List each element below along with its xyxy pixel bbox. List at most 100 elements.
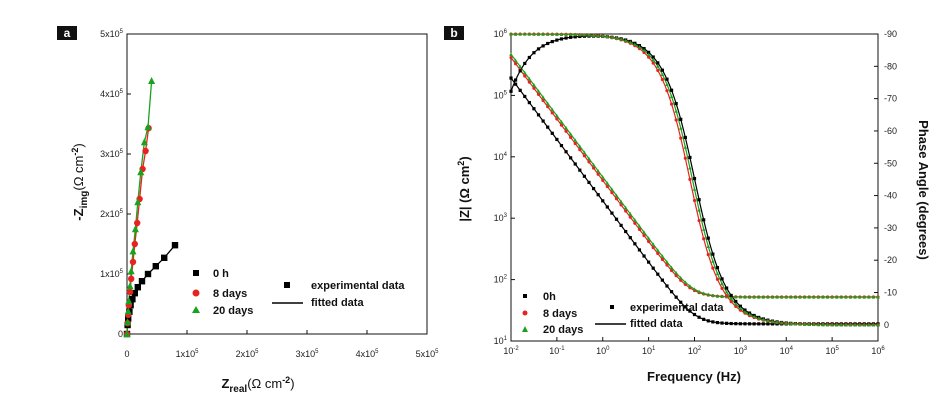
data-point bbox=[839, 295, 844, 299]
data-point bbox=[683, 305, 687, 309]
data-point bbox=[747, 295, 752, 299]
data-point bbox=[587, 160, 591, 164]
data-point bbox=[779, 295, 784, 299]
data-point bbox=[678, 275, 683, 280]
data-point bbox=[766, 322, 770, 326]
data-point bbox=[134, 284, 141, 291]
data-point bbox=[651, 57, 655, 62]
data-point bbox=[830, 322, 834, 327]
data-point bbox=[614, 217, 619, 221]
data-point bbox=[688, 165, 692, 170]
data-point bbox=[669, 88, 674, 92]
data-point bbox=[660, 257, 664, 261]
data-point bbox=[564, 150, 568, 154]
data-point bbox=[812, 295, 816, 299]
x-tick-label: 102 bbox=[688, 346, 702, 356]
data-point bbox=[582, 154, 587, 158]
data-point bbox=[131, 225, 139, 233]
data-point bbox=[752, 295, 756, 299]
data-point bbox=[683, 135, 687, 140]
data-point bbox=[569, 35, 573, 39]
y2-tick-label: -40 bbox=[884, 191, 897, 201]
y-tick-label: 105 bbox=[494, 90, 508, 100]
data-point bbox=[647, 55, 651, 59]
data-point bbox=[844, 295, 848, 299]
data-point bbox=[825, 322, 830, 327]
fit-line-0 bbox=[126, 244, 176, 335]
data-point bbox=[734, 299, 738, 304]
data-point bbox=[532, 32, 536, 36]
data-point bbox=[550, 107, 555, 112]
data-point bbox=[582, 32, 587, 37]
data-point bbox=[569, 156, 573, 160]
data-point bbox=[756, 316, 761, 320]
y-title-sub: img bbox=[79, 191, 90, 209]
x-tick-label: 103 bbox=[734, 346, 748, 356]
data-point bbox=[711, 320, 715, 324]
data-point bbox=[633, 42, 637, 46]
panel-a-x-axis-title: Zreal(Ω cm-2) bbox=[221, 375, 294, 395]
data-point bbox=[605, 184, 609, 189]
data-point bbox=[867, 322, 871, 327]
y-tick-label: 2x105 bbox=[100, 209, 124, 219]
legend-exp-label: experimental data bbox=[311, 280, 405, 292]
panel-a-label: a bbox=[64, 26, 71, 40]
data-point bbox=[536, 89, 541, 93]
data-point bbox=[129, 296, 136, 303]
data-point bbox=[844, 322, 848, 327]
data-point bbox=[601, 178, 605, 182]
panel-b-ticks: 10-2 10-1 100 101 102 103 104 105 106 101 102 103 10… bbox=[494, 29, 897, 356]
data-point bbox=[144, 123, 152, 131]
data-point bbox=[678, 126, 683, 130]
y2-tick-label: -10 bbox=[884, 288, 897, 298]
b-legend-20d-label: 20 days bbox=[543, 324, 583, 336]
data-point bbox=[816, 295, 821, 299]
data-point bbox=[692, 187, 697, 191]
data-point bbox=[688, 309, 692, 313]
data-point bbox=[660, 254, 665, 258]
data-point bbox=[637, 227, 642, 231]
data-point bbox=[550, 111, 554, 115]
data-point bbox=[527, 55, 531, 60]
data-point bbox=[125, 297, 133, 305]
data-point bbox=[789, 321, 793, 326]
data-point bbox=[876, 322, 880, 327]
panel-a-data-points bbox=[123, 76, 179, 338]
data-point bbox=[674, 270, 678, 275]
data-point bbox=[656, 61, 660, 65]
panel-a-plot-frame bbox=[126, 33, 428, 335]
data-point bbox=[523, 32, 527, 36]
x-tick-label: 0 bbox=[124, 349, 129, 359]
data-point bbox=[853, 322, 857, 327]
data-point bbox=[536, 47, 541, 51]
data-point bbox=[692, 312, 697, 317]
data-point bbox=[734, 322, 738, 326]
data-point bbox=[541, 98, 545, 103]
data-point bbox=[725, 286, 729, 290]
data-point bbox=[770, 322, 775, 326]
data-point bbox=[601, 199, 605, 203]
data-point bbox=[513, 78, 518, 82]
data-point bbox=[568, 32, 573, 37]
data-point bbox=[124, 318, 132, 326]
data-point bbox=[568, 132, 573, 136]
data-point bbox=[582, 174, 586, 178]
data-point bbox=[798, 322, 802, 326]
data-point bbox=[697, 198, 701, 202]
y-tick-label: 0 bbox=[118, 329, 123, 339]
data-point bbox=[706, 244, 711, 248]
data-point bbox=[646, 236, 651, 240]
data-point bbox=[679, 136, 683, 140]
data-point bbox=[679, 278, 683, 282]
panel-a-legend: 0 h 8 days 20 days experimental data fit… bbox=[192, 268, 405, 317]
data-point bbox=[697, 218, 701, 223]
data-point bbox=[734, 302, 738, 306]
data-point bbox=[555, 113, 559, 118]
data-point bbox=[729, 321, 733, 326]
data-point bbox=[688, 284, 692, 288]
data-point bbox=[720, 277, 724, 281]
fit-line-2 bbox=[510, 53, 878, 298]
data-point bbox=[807, 322, 811, 326]
data-point bbox=[148, 76, 156, 84]
